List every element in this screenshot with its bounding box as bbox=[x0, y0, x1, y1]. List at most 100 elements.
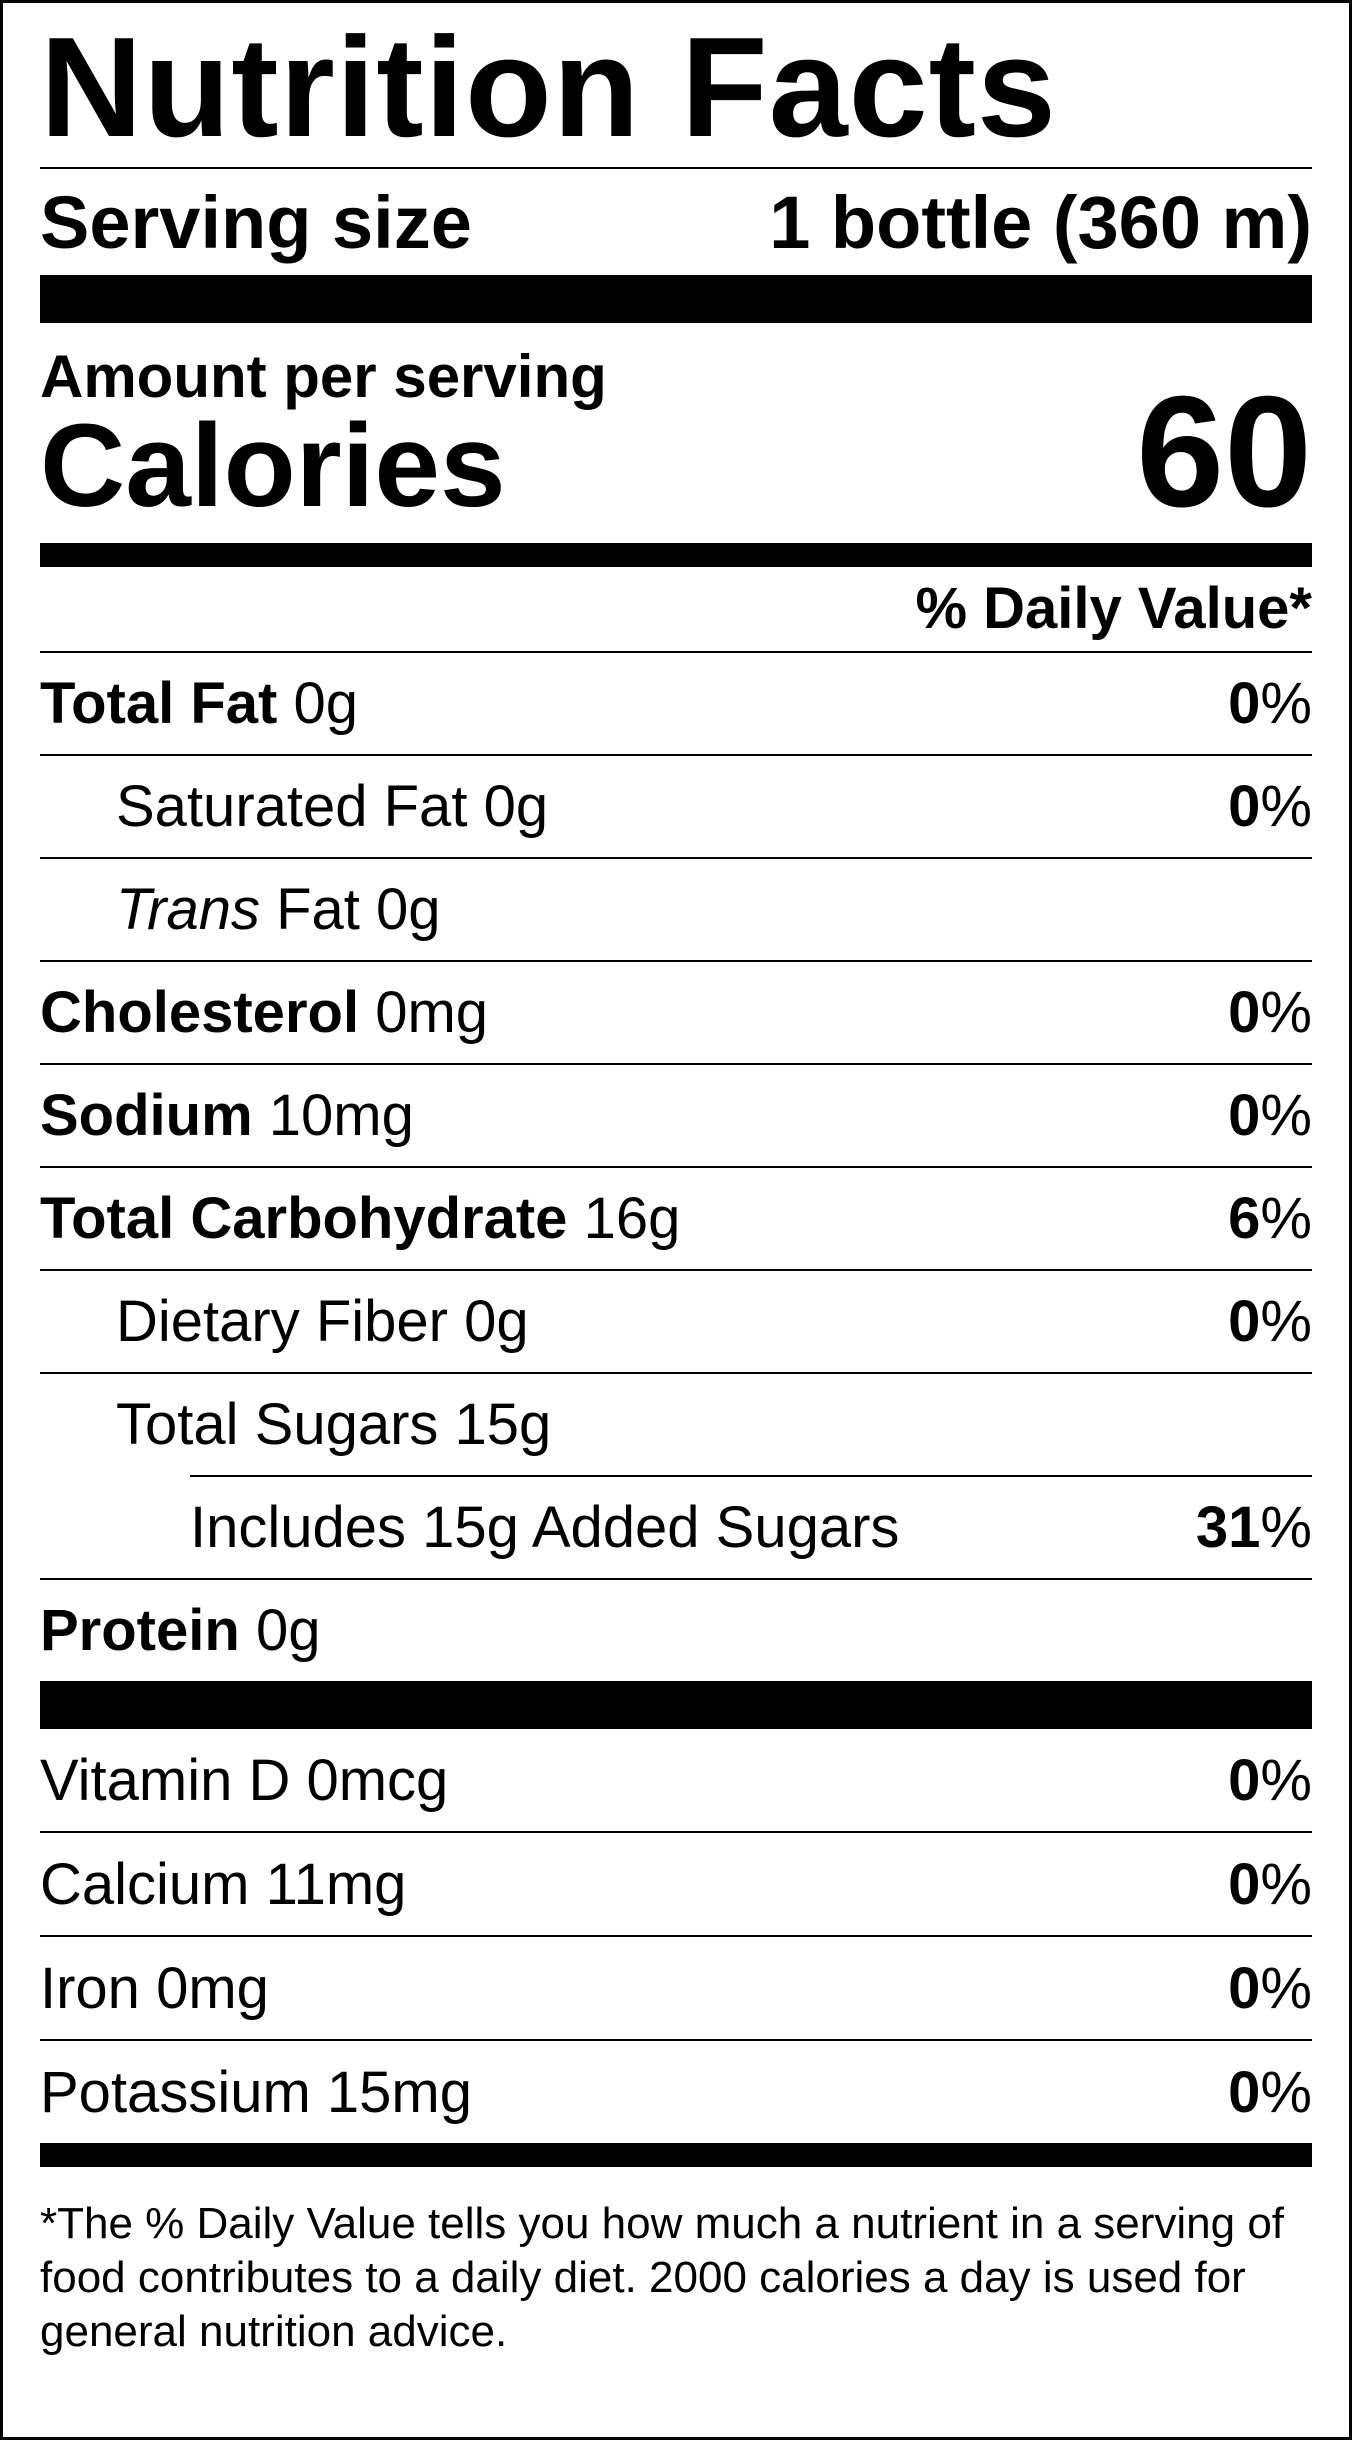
nutrient-label: Sodium bbox=[40, 1083, 253, 1148]
nutrient-name: Includes 15g Added Sugars bbox=[190, 1494, 899, 1561]
vitamin-name: Calcium 11mg bbox=[40, 1851, 406, 1918]
nutrient-label: Total Sugars bbox=[116, 1392, 439, 1457]
nutrient-label: Cholesterol bbox=[40, 980, 360, 1045]
nutrient-amount: 0g bbox=[483, 774, 549, 839]
nutrient-daily-value: 0% bbox=[1228, 1288, 1312, 1355]
nutrient-amount: 0g bbox=[376, 877, 441, 942]
vitamin-daily-value: 0% bbox=[1228, 1747, 1312, 1814]
nutrient-amount: 0g bbox=[464, 1289, 529, 1354]
nutrient-dv-number: 0 bbox=[1228, 774, 1261, 839]
nutrient-dv-number: 0 bbox=[1228, 980, 1261, 1045]
nutrient-daily-value: 0% bbox=[1228, 773, 1312, 840]
nutrient-percent-sign: % bbox=[1260, 1186, 1312, 1251]
nutrient-name: Sodium 10mg bbox=[40, 1082, 414, 1149]
vitamin-label: Iron bbox=[40, 1955, 140, 2021]
amount-per-serving: Amount per serving bbox=[40, 343, 607, 410]
vitamin-percent-sign: % bbox=[1260, 1851, 1312, 1917]
vitamin-percent-sign: % bbox=[1260, 1747, 1312, 1813]
nutrient-amount: 0mg bbox=[375, 980, 489, 1045]
nutrient-percent-sign: % bbox=[1260, 1083, 1312, 1148]
nutrient-label: Fat bbox=[276, 877, 360, 942]
vitamin-name: Vitamin D 0mcg bbox=[40, 1747, 448, 1814]
nutrient-name: Cholesterol 0mg bbox=[40, 979, 488, 1046]
divider bbox=[40, 1831, 1312, 1833]
vitamin-dv-number: 0 bbox=[1228, 1955, 1261, 2021]
nutrient-name: Total Carbohydrate 16g bbox=[40, 1185, 680, 1252]
nutrient-dv-number: 0 bbox=[1228, 671, 1261, 736]
divider bbox=[190, 1475, 1312, 1477]
vitamin-label: Vitamin D bbox=[40, 1747, 291, 1813]
divider bbox=[40, 1166, 1312, 1168]
vitamin-label: Calcium bbox=[40, 1851, 250, 1917]
nutrient-row: Cholesterol 0mg 0% bbox=[40, 962, 1312, 1063]
nutrient-label: Total Fat bbox=[40, 671, 278, 736]
nutrient-percent-sign: % bbox=[1260, 774, 1312, 839]
vitamin-amount: 15mg bbox=[326, 2059, 472, 2125]
nutrient-name: Total Sugars 15g bbox=[116, 1391, 551, 1458]
divider bbox=[40, 2039, 1312, 2041]
vitamin-row: Iron 0mg 0% bbox=[40, 1937, 1312, 2039]
vitamin-list: Vitamin D 0mcg 0% Calcium 11mg 0% Iron 0mg 0%… bbox=[40, 1729, 1312, 2143]
divider bbox=[40, 857, 1312, 859]
nutrient-daily-value: 31% bbox=[1196, 1494, 1312, 1561]
vitamin-row: Calcium 11mg 0% bbox=[40, 1833, 1312, 1935]
daily-value-header: % Daily Value* bbox=[915, 576, 1312, 641]
vitamin-dv-number: 0 bbox=[1228, 1747, 1261, 1813]
divider bbox=[40, 1935, 1312, 1937]
calories-value: 60 bbox=[1136, 364, 1312, 540]
medium-divider-footnote bbox=[40, 2143, 1312, 2167]
nutrient-percent-sign: % bbox=[1260, 671, 1312, 736]
nutrient-row: Trans Fat 0g bbox=[40, 859, 1312, 960]
nutrient-label: Protein bbox=[40, 1598, 240, 1663]
serving-size-row: Serving size 1 bottle (360 m) bbox=[40, 169, 1312, 275]
vitamin-label: Potassium bbox=[40, 2059, 311, 2125]
vitamin-dv-number: 0 bbox=[1228, 1851, 1261, 1917]
nutrient-dv-number: 0 bbox=[1228, 1083, 1261, 1148]
footnote: *The % Daily Value tells you how much a … bbox=[40, 2199, 1285, 2356]
nutrient-amount: 0g bbox=[293, 671, 358, 736]
nutrient-label: Dietary Fiber bbox=[116, 1289, 448, 1354]
nutrient-amount: 16g bbox=[583, 1186, 681, 1251]
calories-row: Calories 60 bbox=[40, 373, 1312, 532]
vitamin-amount: 0mg bbox=[156, 1955, 269, 2021]
nutrient-row: Total Fat 0g 0% bbox=[40, 653, 1312, 754]
divider bbox=[40, 960, 1312, 962]
nutrient-daily-value: 0% bbox=[1228, 670, 1312, 737]
nutrient-label: Saturated Fat bbox=[116, 774, 468, 839]
vitamin-name: Potassium 15mg bbox=[40, 2059, 472, 2126]
divider bbox=[40, 167, 1312, 169]
vitamin-percent-sign: % bbox=[1260, 1955, 1312, 2021]
vitamin-dv-number: 0 bbox=[1228, 2059, 1261, 2125]
nutrient-row: Protein 0g bbox=[40, 1580, 1312, 1681]
vitamin-daily-value: 0% bbox=[1228, 1955, 1312, 2022]
thick-divider bbox=[40, 275, 1312, 323]
nutrient-name: Total Fat 0g bbox=[40, 670, 358, 737]
nutrient-label: Total Carbohydrate bbox=[40, 1186, 568, 1251]
divider bbox=[40, 1578, 1312, 1580]
thick-divider-vitamins bbox=[40, 1681, 1312, 1729]
nutrient-amount: 15g bbox=[454, 1392, 552, 1457]
nutrient-label: Includes 15g Added Sugars bbox=[190, 1495, 900, 1560]
serving-size-label: Serving size bbox=[40, 180, 472, 264]
serving-size-value: 1 bottle (360 m) bbox=[769, 180, 1312, 264]
divider bbox=[40, 1063, 1312, 1065]
nutrient-name: Trans Fat 0g bbox=[116, 876, 441, 943]
divider bbox=[40, 754, 1312, 756]
vitamin-percent-sign: % bbox=[1260, 2059, 1312, 2125]
nutrient-percent-sign: % bbox=[1260, 980, 1312, 1045]
nutrient-name-italic: Trans bbox=[116, 877, 260, 942]
nutrient-row: Saturated Fat 0g 0% bbox=[40, 756, 1312, 857]
vitamin-amount: 11mg bbox=[265, 1851, 407, 1917]
nutrient-dv-number: 6 bbox=[1228, 1186, 1261, 1251]
nutrient-name: Dietary Fiber 0g bbox=[116, 1288, 529, 1355]
nutrient-amount: 0g bbox=[255, 1598, 321, 1663]
vitamin-daily-value: 0% bbox=[1228, 2059, 1312, 2126]
divider bbox=[40, 651, 1312, 653]
nutrient-name: Protein 0g bbox=[40, 1597, 320, 1664]
nutrient-list: Total Fat 0g 0% Saturated Fat 0g 0% Trans Fa… bbox=[40, 651, 1312, 1681]
nutrient-row: Total Carbohydrate 16g 6% bbox=[40, 1168, 1312, 1269]
label-title: Nutrition Facts bbox=[40, 8, 1057, 167]
calories-label: Calories bbox=[40, 400, 506, 532]
nutrient-row: Sodium 10mg 0% bbox=[40, 1065, 1312, 1166]
